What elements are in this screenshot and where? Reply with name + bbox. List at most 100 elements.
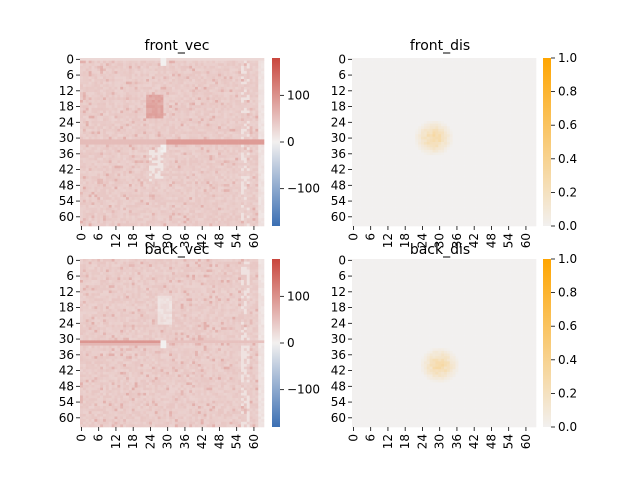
- heatmap-cell: [169, 192, 172, 195]
- heatmap-cell: [161, 129, 164, 132]
- heatmap-cell: [97, 171, 100, 174]
- heatmap-cell: [172, 179, 175, 182]
- heatmap-cell: [140, 145, 143, 148]
- heatmap-cell: [120, 197, 123, 200]
- heatmap-cell: [132, 118, 135, 121]
- heatmap-cell: [215, 145, 218, 148]
- heatmap-cell: [94, 124, 97, 127]
- heatmap-cell: [106, 153, 109, 156]
- heatmap-cell: [138, 90, 141, 93]
- heatmap-cell: [86, 118, 89, 121]
- heatmap-cell: [86, 76, 89, 79]
- heatmap-cell: [129, 200, 132, 203]
- heatmap-cell: [155, 197, 158, 200]
- heatmap-cell: [138, 221, 141, 224]
- heatmap-cell: [244, 187, 247, 190]
- heatmap-cell: [149, 66, 152, 69]
- heatmap-cell: [97, 58, 100, 61]
- heatmap-cell: [94, 145, 97, 148]
- heatmap-cell: [195, 124, 198, 127]
- heatmap-cell: [253, 187, 256, 190]
- heatmap-cell: [106, 69, 109, 72]
- heatmap-cell: [166, 179, 169, 182]
- heatmap-cell: [178, 95, 181, 98]
- heatmap-cell: [247, 92, 250, 95]
- heatmap-cell: [112, 111, 115, 114]
- heatmap-cell: [215, 171, 218, 174]
- heatmap-cell: [490, 74, 493, 77]
- heatmap-cell: [132, 213, 135, 216]
- heatmap-cell: [184, 100, 187, 103]
- heatmap-cell: [140, 163, 143, 166]
- heatmap-cell: [184, 210, 187, 213]
- heatmap-cell: [117, 79, 120, 82]
- y-tick-label: 0: [66, 52, 74, 66]
- heatmap-cell: [92, 210, 95, 213]
- heatmap-cell: [155, 179, 158, 182]
- heatmap-cell: [201, 205, 204, 208]
- heatmap-cell: [155, 160, 158, 163]
- heatmap-cell: [158, 163, 161, 166]
- heatmap-cell: [140, 189, 143, 192]
- heatmap-cell: [138, 69, 141, 72]
- heatmap-cell: [115, 223, 118, 226]
- heatmap-cell: [123, 153, 126, 156]
- heatmap-cell: [221, 168, 224, 171]
- heatmap-cell: [244, 79, 247, 82]
- heatmap-cell: [221, 174, 224, 177]
- heatmap-cell: [450, 61, 453, 64]
- heatmap-cell: [395, 87, 398, 90]
- heatmap-cell: [175, 84, 178, 87]
- heatmap-cell: [138, 155, 141, 158]
- heatmap-cell: [149, 118, 152, 121]
- heatmap-cell: [89, 189, 92, 192]
- heatmap-cell: [100, 134, 103, 137]
- heatmap-cell: [458, 82, 461, 85]
- heatmap-cell: [244, 124, 247, 127]
- heatmap-cell: [241, 105, 244, 108]
- heatmap-cell: [178, 174, 181, 177]
- heatmap-cell: [241, 197, 244, 200]
- heatmap-cell: [103, 145, 106, 148]
- heatmap-cell: [146, 187, 149, 190]
- heatmap-cell: [106, 166, 109, 169]
- heatmap-cell: [149, 97, 152, 100]
- heatmap-cell: [115, 174, 118, 177]
- heatmap-cell: [212, 84, 215, 87]
- heatmap-cell: [487, 90, 490, 93]
- heatmap-cell: [132, 103, 135, 106]
- heatmap-cell: [100, 90, 103, 93]
- heatmap-cell: [375, 84, 378, 87]
- heatmap-cell: [120, 174, 123, 177]
- heatmap-cell: [255, 202, 258, 205]
- heatmap-cell: [92, 142, 95, 145]
- heatmap-cell: [109, 66, 112, 69]
- heatmap-cell: [375, 71, 378, 74]
- heatmap-cell: [109, 163, 112, 166]
- heatmap-cell: [235, 202, 238, 205]
- heatmap-cell: [204, 82, 207, 85]
- heatmap-cell: [83, 210, 86, 213]
- heatmap-cell: [106, 163, 109, 166]
- heatmap-cell: [435, 82, 438, 85]
- heatmap-cell: [80, 118, 83, 121]
- heatmap-cell: [146, 155, 149, 158]
- heatmap-cell: [430, 84, 433, 87]
- heatmap-cell: [129, 134, 132, 137]
- heatmap-cell: [140, 184, 143, 187]
- heatmap-cell: [132, 63, 135, 66]
- heatmap-cell: [161, 158, 164, 161]
- heatmap-cell: [120, 71, 123, 74]
- heatmap-cell: [255, 205, 258, 208]
- heatmap-cell: [201, 84, 204, 87]
- heatmap-cell: [232, 221, 235, 224]
- heatmap-cell: [352, 61, 355, 64]
- heatmap-cell: [161, 124, 164, 127]
- heatmap-cell: [352, 63, 355, 66]
- heatmap-cell: [244, 216, 247, 219]
- heatmap-cell: [175, 108, 178, 111]
- heatmap-cell: [258, 97, 261, 100]
- heatmap-cell: [178, 61, 181, 64]
- heatmap-cell: [172, 184, 175, 187]
- heatmap-cell: [238, 155, 241, 158]
